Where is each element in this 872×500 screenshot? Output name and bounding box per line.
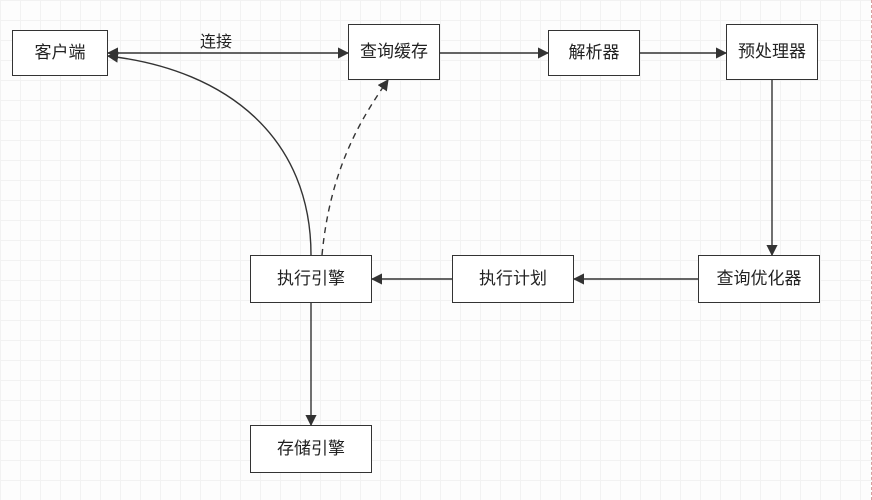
node-preprocessor: 预处理器: [726, 24, 818, 80]
node-label: 执行引擎: [277, 268, 345, 289]
node-label: 解析器: [569, 42, 620, 63]
node-client: 客户端: [12, 30, 108, 76]
node-label: 客户端: [35, 42, 86, 63]
node-label: 预处理器: [738, 41, 806, 62]
edge-label-text: 连接: [200, 34, 232, 51]
node-parser: 解析器: [548, 30, 640, 76]
node-exec-engine: 执行引擎: [250, 255, 372, 303]
node-planner: 查询优化器: [698, 255, 820, 303]
node-storage: 存储引擎: [250, 425, 372, 473]
node-label: 存储引擎: [277, 438, 345, 459]
edge-label-connect: 连接: [200, 28, 232, 52]
node-label: 执行计划: [479, 268, 547, 289]
node-label: 查询优化器: [717, 268, 802, 289]
node-exec-plan: 执行计划: [452, 255, 574, 303]
node-label: 查询缓存: [360, 41, 428, 62]
edge-engine-client: [108, 56, 311, 255]
edge-engine-cache: [322, 80, 388, 255]
node-query-cache: 查询缓存: [348, 24, 440, 80]
